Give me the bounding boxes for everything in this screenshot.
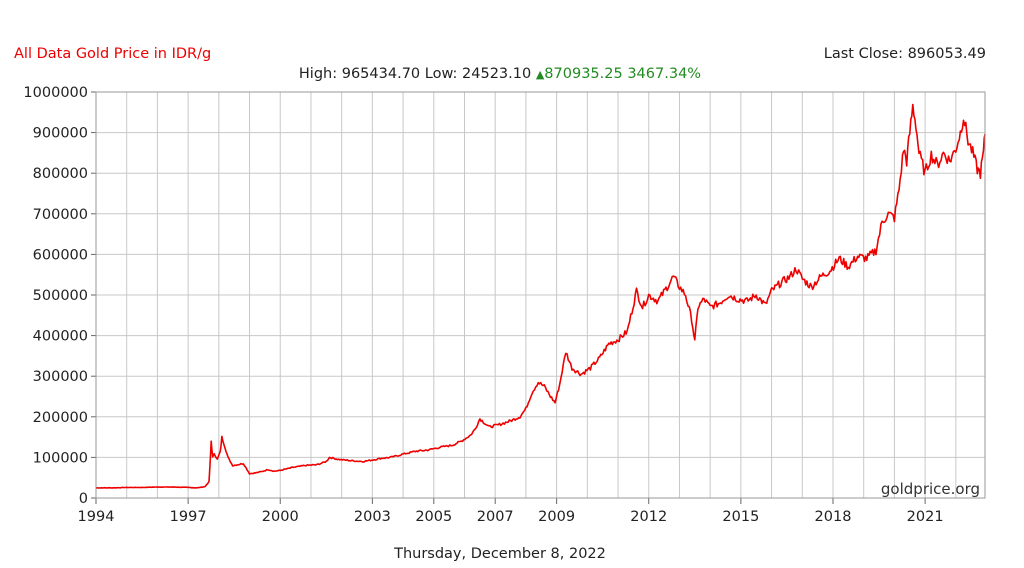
x-tick-label: 2003 [354, 509, 391, 525]
x-tick-label: 2007 [477, 509, 514, 525]
change-up-icon: ▲ [536, 68, 545, 81]
y-axis: 0 100000 200000 300000 400000 500000 600000 700… [23, 85, 96, 507]
x-tick-label: 2021 [907, 509, 944, 525]
y-tick-label: 500000 [33, 288, 88, 304]
y-tick-label: 900000 [33, 126, 88, 142]
x-tick-label: 2009 [538, 509, 575, 525]
y-tick-label: 800000 [33, 166, 88, 182]
x-tick-label: 2015 [722, 509, 759, 525]
x-tick-label: 2000 [262, 509, 299, 525]
chart-date: Thursday, December 8, 2022 [393, 546, 606, 562]
high-low-line: High: 965434.70 Low: 24523.10 ▲870935.25… [299, 66, 701, 82]
y-tick-label: 700000 [33, 207, 88, 223]
y-tick-label: 100000 [33, 450, 88, 466]
low-value: 24523.10 [462, 66, 531, 82]
x-tick-label: 2005 [415, 509, 452, 525]
last-close-label: Last Close: [824, 46, 903, 62]
x-tick-label: 1997 [170, 509, 207, 525]
x-tick-label: 2018 [815, 509, 852, 525]
y-tick-label: 400000 [33, 329, 88, 345]
chart-title: All Data Gold Price in IDR/g [14, 46, 211, 62]
last-close-value: 896053.49 [908, 46, 986, 62]
y-tick-label: 200000 [33, 410, 88, 426]
x-tick-label: 1994 [78, 509, 115, 525]
low-label: Low: [425, 66, 458, 82]
x-axis: 1994 1997 2000 2003 2005 2007 2009 2012 2015 2018… [78, 498, 944, 525]
change-percent: 3467.34% [627, 66, 701, 82]
y-tick-label: 600000 [33, 247, 88, 263]
series-line [95, 103, 986, 489]
chart-grid [95, 91, 985, 499]
high-value: 965434.70 [342, 66, 420, 82]
high-label: High: [299, 66, 337, 82]
watermark: goldprice.org [881, 480, 980, 498]
y-tick-label: 300000 [33, 369, 88, 385]
plot-frame [95, 91, 986, 499]
last-close: Last Close: 896053.49 [824, 46, 986, 62]
change-value: 870935.25 [544, 66, 622, 82]
y-tick-label: 1000000 [23, 85, 88, 101]
x-tick-label: 2012 [630, 509, 667, 525]
y-tick-label: 0 [79, 491, 88, 507]
